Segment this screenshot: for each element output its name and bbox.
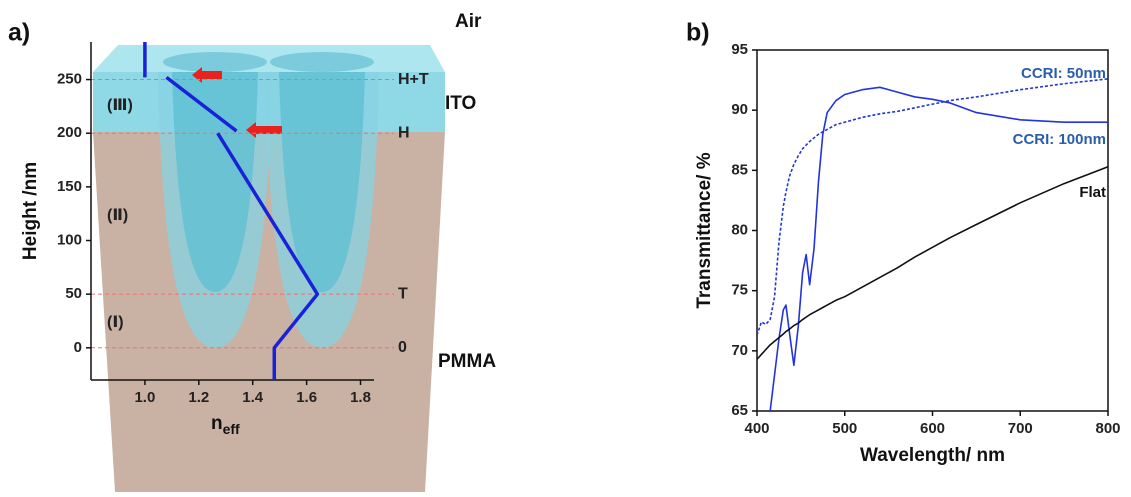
series-line [757, 78, 1108, 336]
x-axis-label-main: n [211, 413, 223, 434]
arrow [192, 67, 222, 83]
series-label: CCRI: 100nm [1013, 131, 1106, 148]
reference-label: T [398, 285, 408, 302]
y-tick-label: 150 [57, 178, 82, 195]
x-tick-label: 700 [1008, 420, 1033, 437]
y-tick-label: 90 [731, 101, 748, 118]
y-tick-label: 0 [74, 339, 82, 356]
series-line [769, 86, 1108, 411]
y-tick-label: 75 [731, 282, 748, 299]
y-axis-label: Height /nm [20, 162, 41, 260]
y-tick-label: 80 [731, 221, 748, 238]
cone-inner [279, 72, 365, 292]
series-line [757, 165, 1108, 360]
x-tick-label: 1.4 [242, 389, 264, 406]
x-tick-label: 800 [1095, 420, 1120, 437]
y-tick-label: 65 [731, 402, 748, 419]
structure-illustration [93, 45, 445, 492]
region-label: (Ⅰ) [107, 314, 124, 331]
series-label: CCRI: 50nm [1021, 65, 1106, 82]
pore-opening [270, 52, 374, 72]
y-tick-label: 70 [731, 342, 748, 359]
x-axis-label: neff [211, 413, 240, 437]
x-axis-label: Wavelength/ nm [860, 445, 1005, 466]
series-line [143, 42, 320, 380]
pmma-layer [93, 132, 445, 492]
y-tick-label: 250 [57, 71, 82, 88]
reference-label: 0 [398, 339, 407, 356]
y-axis-label: Transmittance/ % [694, 152, 715, 308]
layer-label: PMMA [438, 351, 496, 372]
y-tick-label: 200 [57, 124, 82, 141]
region-label: (Ⅲ) [107, 97, 133, 114]
pore-opening [163, 52, 267, 72]
x-tick-label: 1.6 [296, 389, 317, 406]
cone-inner [172, 72, 258, 292]
x-tick-label: 1.2 [188, 389, 209, 406]
x-tick-label: 500 [832, 420, 857, 437]
layer-label: Air [455, 11, 482, 32]
layer-label: ITO [445, 93, 476, 114]
series-label: Flat [1079, 184, 1106, 201]
reference-label: H+T [398, 71, 429, 88]
y-tick-label: 100 [57, 231, 82, 248]
region-label: (Ⅱ) [107, 207, 128, 224]
y-tick-label: 50 [65, 285, 82, 302]
reference-label: H [398, 124, 410, 141]
panel-label: a) [8, 19, 30, 47]
x-tick-label: 1.0 [134, 389, 155, 406]
arrow [246, 122, 282, 138]
x-tick-label: 400 [744, 420, 769, 437]
x-axis-label-sub: eff [223, 421, 240, 437]
panel-label: b) [686, 19, 710, 47]
x-tick-label: 1.8 [350, 389, 371, 406]
x-tick-label: 600 [920, 420, 945, 437]
y-tick-label: 85 [731, 161, 748, 178]
y-tick-label: 95 [731, 41, 748, 58]
